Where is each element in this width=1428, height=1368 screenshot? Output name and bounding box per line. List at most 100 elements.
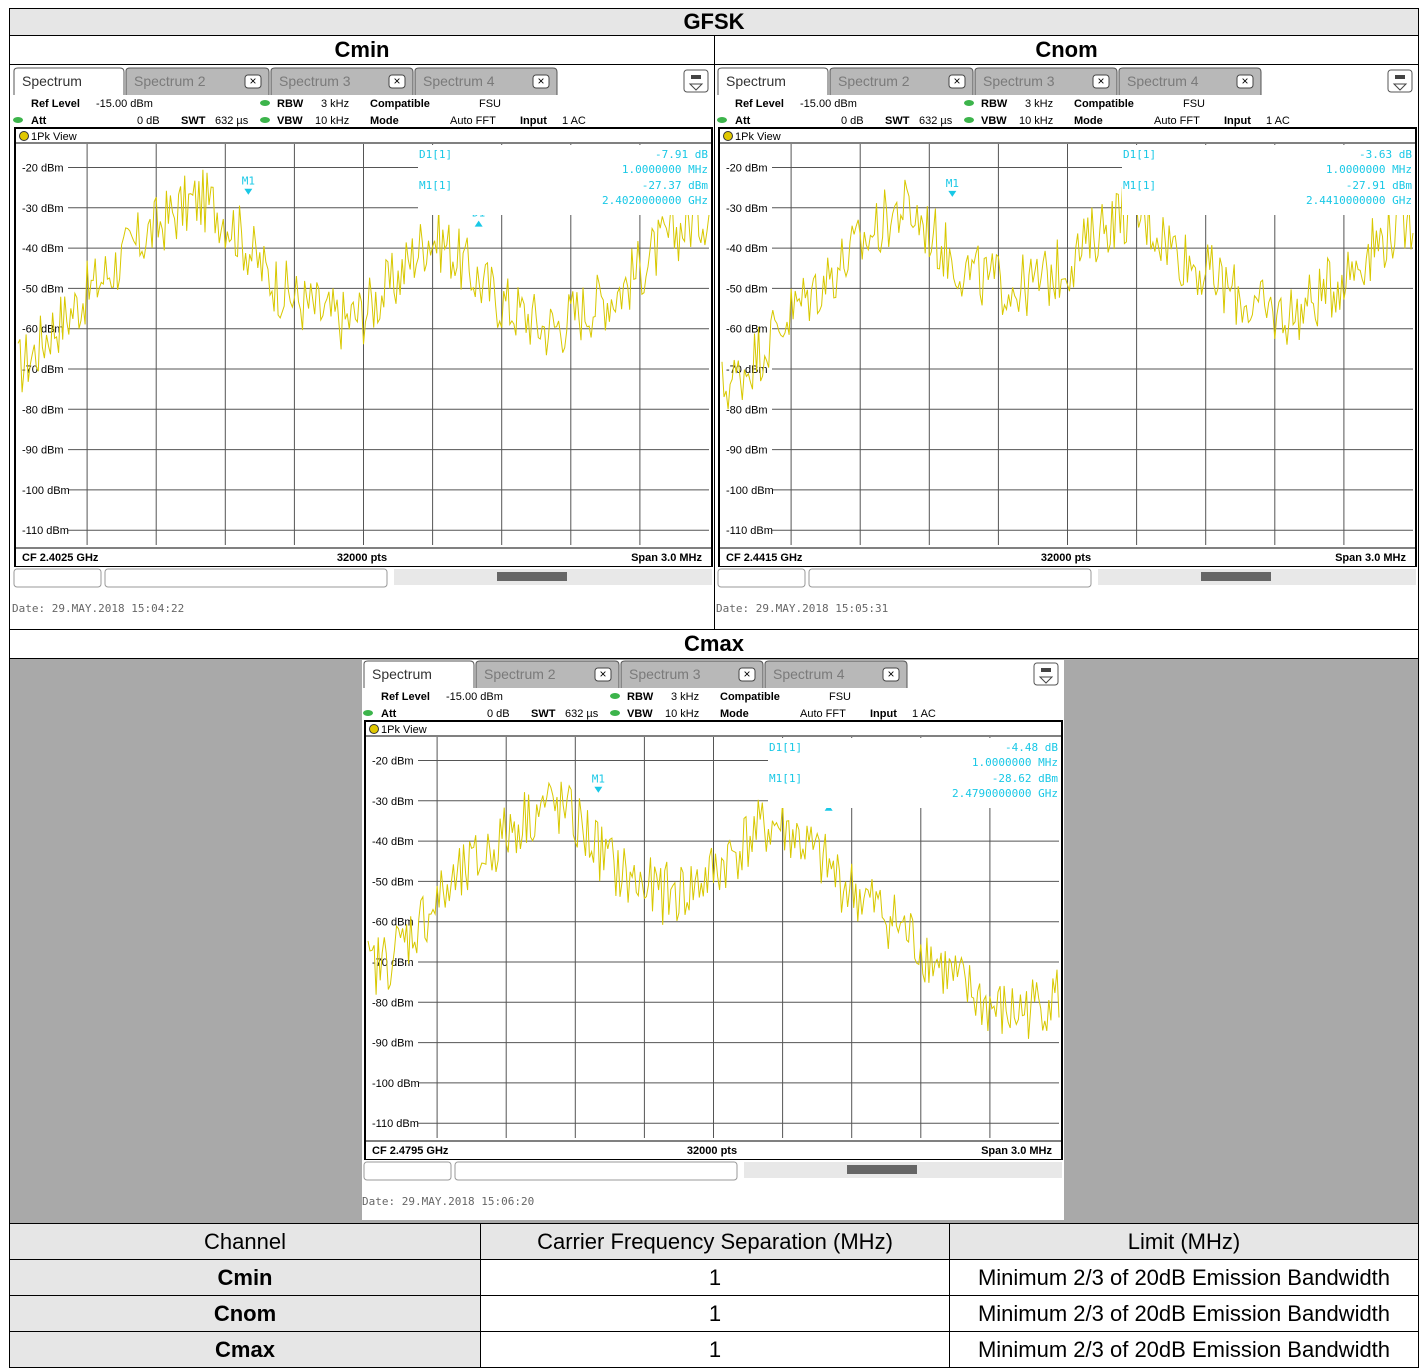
d1-readout-freq: 1.0000000 MHz <box>1326 163 1412 176</box>
mode-value: Auto FFT <box>1154 115 1200 127</box>
spectrum-tab[interactable] <box>1118 67 1262 95</box>
tab-close-glyph: × <box>1097 74 1104 88</box>
d1-readout-value: -3.63 dB <box>1359 148 1412 161</box>
cmin-title-cell: Cmin <box>9 35 715 65</box>
marker-m1-icon <box>948 190 957 197</box>
tab-close-icon[interactable] <box>1092 74 1110 89</box>
spectrum-tab[interactable] <box>475 660 620 688</box>
marker-m1-icon <box>244 188 253 195</box>
marker-readout-box <box>1122 145 1414 215</box>
view-label: 1Pk View <box>31 131 77 143</box>
rbw-label: RBW <box>277 98 304 110</box>
d1-readout-freq: 1.0000000 MHz <box>972 756 1058 769</box>
status-field[interactable] <box>104 568 388 588</box>
cnom-title: Cnom <box>1035 37 1098 62</box>
tab-close-glyph: × <box>599 667 606 681</box>
row-separation: 1 <box>480 1259 950 1296</box>
spectrum-tab[interactable] <box>829 67 974 95</box>
center-frequency-label: CF 2.4415 GHz <box>726 552 803 564</box>
rbw-label: RBW <box>627 691 654 703</box>
swt-label: SWT <box>181 115 206 127</box>
y-tick-label: -100 dBm <box>22 485 70 497</box>
spectrum-tab[interactable] <box>620 660 764 688</box>
marker-d1-icon <box>474 220 483 227</box>
menu-icon[interactable] <box>683 69 709 93</box>
date-stamp: Date: 29.MAY.2018 15:04:22 <box>12 602 184 615</box>
status-field[interactable] <box>454 1161 738 1181</box>
tab-close-glyph: × <box>887 667 894 681</box>
m1-readout-freq: 2.4410000000 GHz <box>1306 194 1412 207</box>
tab-close-icon[interactable] <box>738 667 756 682</box>
menu-bar-icon <box>1395 75 1405 79</box>
tab-close-icon[interactable] <box>1236 74 1254 89</box>
status-field[interactable] <box>717 568 806 588</box>
d1-readout-value: -7.91 dB <box>655 148 708 161</box>
compatible-label: Compatible <box>1074 98 1134 110</box>
marker-readout-box <box>768 738 1060 808</box>
marker-m1-label: M1 <box>242 175 255 188</box>
status-dot-icon <box>260 117 270 123</box>
y-tick-label: -20 dBm <box>726 163 768 175</box>
y-tick-label: -30 dBm <box>372 796 414 808</box>
rbw-value: 3 kHz <box>671 691 699 703</box>
tab-close-icon[interactable] <box>388 74 406 89</box>
trace-indicator-icon <box>369 724 379 734</box>
spectrum-tab[interactable] <box>270 67 414 95</box>
tab-label: Spectrum <box>726 73 786 89</box>
mode-label: Mode <box>1074 115 1103 127</box>
ref-level-value: -15.00 dBm <box>96 98 153 110</box>
points-label: 32000 pts <box>687 1145 737 1157</box>
att-value: 0 dB <box>487 708 510 720</box>
tab-label: Spectrum 3 <box>983 73 1055 89</box>
status-field[interactable] <box>808 568 1092 588</box>
y-tick-label: -90 dBm <box>726 445 768 457</box>
spectrum-tab[interactable] <box>974 67 1118 95</box>
tab-close-icon[interactable] <box>948 74 966 89</box>
tab-label: Spectrum 2 <box>838 73 910 89</box>
spectrum-tab[interactable] <box>363 660 475 688</box>
y-tick-label: -80 dBm <box>372 997 414 1009</box>
report-header: GFSK <box>9 8 1419 36</box>
tab-close-icon[interactable] <box>882 667 900 682</box>
cmax-analyzer-screenshot: Spectrum Spectrum 2 × Spectrum 3 × Spectrum 4… <box>362 660 1064 1220</box>
spectrum-tab[interactable] <box>764 660 908 688</box>
y-tick-label: -40 dBm <box>22 243 64 255</box>
d1-readout-freq: 1.0000000 MHz <box>622 163 708 176</box>
vbw-label: VBW <box>277 115 303 127</box>
rbw-value: 3 kHz <box>1025 98 1053 110</box>
spectrum-tab[interactable] <box>717 67 829 95</box>
tab-close-icon[interactable] <box>594 667 612 682</box>
y-tick-label: -50 dBm <box>22 283 64 295</box>
d1-readout-label: D1[1] <box>769 741 802 754</box>
ref-level-label: Ref Level <box>735 98 784 110</box>
swt-value: 632 µs <box>215 115 249 127</box>
menu-icon[interactable] <box>1033 662 1059 686</box>
d1-readout-label: D1[1] <box>1123 148 1156 161</box>
spectrum-tab[interactable] <box>13 67 125 95</box>
status-field[interactable] <box>13 568 102 588</box>
vbw-value: 10 kHz <box>1019 115 1053 127</box>
table-row: Cnom 1 Minimum 2/3 of 20dB Emission Band… <box>9 1295 1419 1332</box>
date-stamp: Date: 29.MAY.2018 15:05:31 <box>716 602 888 615</box>
rbw-value: 3 kHz <box>321 98 349 110</box>
menu-icon[interactable] <box>1387 69 1413 93</box>
status-dot-icon <box>363 710 373 716</box>
header-channel: Channel <box>9 1223 481 1260</box>
tab-close-glyph: × <box>537 74 544 88</box>
att-label: Att <box>381 708 397 720</box>
tab-close-icon[interactable] <box>244 74 262 89</box>
status-dot-icon <box>964 100 974 106</box>
ref-level-label: Ref Level <box>381 691 430 703</box>
cnom-title-cell: Cnom <box>714 35 1419 65</box>
y-tick-label: -80 dBm <box>726 404 768 416</box>
y-tick-label: -60 dBm <box>372 917 414 929</box>
spectrum-tab[interactable] <box>125 67 270 95</box>
cmax-title-cell: Cmax <box>9 629 1419 659</box>
spectrum-tab[interactable] <box>414 67 558 95</box>
status-field[interactable] <box>363 1161 452 1181</box>
att-label: Att <box>735 115 751 127</box>
view-label: 1Pk View <box>735 131 781 143</box>
tab-label: Spectrum 3 <box>279 73 351 89</box>
tab-close-icon[interactable] <box>532 74 550 89</box>
m1-readout-freq: 2.4020000000 GHz <box>602 194 708 207</box>
